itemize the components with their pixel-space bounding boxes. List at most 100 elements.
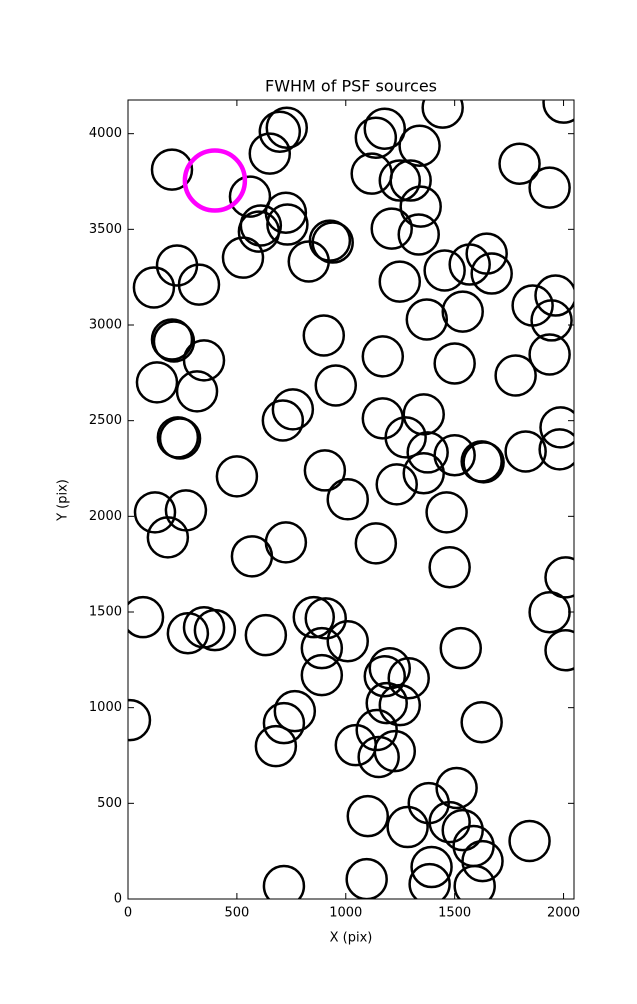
source-circle: [182, 148, 248, 213]
source-circle: [300, 653, 344, 697]
y-tick-label: 1500: [89, 605, 122, 620]
source-circle: [402, 452, 445, 495]
y-tick-label: 4000: [89, 126, 122, 141]
source-circle: [528, 590, 571, 634]
source-circle: [292, 595, 336, 639]
source-circle: [423, 249, 466, 292]
source-circle: [128, 698, 152, 742]
source-circle: [311, 221, 354, 264]
y-tick-label: 2000: [89, 509, 122, 524]
source-circle: [534, 274, 574, 317]
source-circle: [182, 339, 226, 382]
source-circle: [386, 805, 429, 849]
source-circle: [530, 299, 573, 342]
x-axis-label: X (pix): [330, 931, 373, 946]
source-circle: [508, 819, 551, 863]
y-tick-label: 2500: [89, 413, 122, 428]
source-circle: [378, 683, 422, 727]
source-circle: [326, 478, 369, 521]
source-circle: [363, 655, 407, 698]
source-circle: [397, 213, 440, 256]
source-circle: [544, 556, 574, 599]
x-tick-label: 1000: [329, 906, 362, 921]
source-circle: [164, 489, 208, 532]
source-circle: [230, 535, 274, 578]
source-circle: [175, 370, 219, 413]
source-circle: [378, 260, 422, 303]
source-circle: [504, 430, 547, 473]
x-tick-label: 500: [224, 906, 249, 921]
source-circle: [361, 335, 405, 378]
source-circle: [528, 333, 571, 376]
y-tick-label: 500: [97, 796, 122, 811]
x-tick-label: 0: [124, 906, 132, 921]
source-circle: [128, 595, 165, 639]
source-circle: [254, 724, 298, 768]
source-circle: [271, 388, 315, 431]
source-circle: [262, 701, 306, 745]
source-circle: [146, 516, 190, 559]
source-circle: [498, 142, 541, 185]
y-tick-label: 0: [114, 892, 122, 907]
source-circle: [470, 252, 513, 295]
source-circle: [287, 240, 331, 283]
source-circle: [399, 185, 442, 228]
source-circle: [448, 243, 491, 286]
source-circle: [428, 800, 471, 844]
source-circle: [177, 263, 221, 306]
y-tick-label: 3000: [89, 318, 122, 333]
source-circle: [265, 106, 309, 149]
source-circle: [405, 298, 449, 341]
source-circle: [150, 148, 194, 191]
source-circle: [345, 857, 388, 899]
source-circle: [135, 361, 179, 404]
source-circle: [425, 491, 468, 534]
source-circle: [378, 159, 422, 202]
source-circle: [494, 354, 537, 397]
source-circle: [462, 441, 505, 484]
source-circle: [441, 290, 484, 333]
source-circle: [303, 449, 347, 492]
source-circle: [402, 393, 445, 436]
source-circle: [346, 794, 390, 838]
source-circle: [365, 681, 408, 725]
source-circle: [387, 656, 430, 700]
source-circle: [460, 700, 503, 744]
source-circle: [421, 100, 464, 129]
source-circle: [441, 808, 484, 852]
source-circle: [354, 522, 398, 565]
source-circle: [354, 116, 398, 159]
source-circle: [439, 626, 483, 670]
source-circle: [544, 629, 574, 672]
source-circle: [244, 613, 288, 657]
source-circle: [539, 406, 574, 449]
source-circle: [370, 207, 413, 250]
source-circle: [248, 132, 292, 175]
source-circle: [261, 399, 305, 442]
plot-marks: [128, 100, 574, 899]
source-circle: [433, 434, 476, 477]
source-circle: [398, 124, 441, 167]
source-circle: [389, 159, 432, 202]
source-circle: [528, 166, 571, 209]
source-circle: [300, 626, 344, 670]
source-circle: [408, 862, 451, 899]
source-circle: [266, 203, 309, 246]
source-circle: [215, 455, 259, 498]
x-tick-label: 1500: [438, 906, 471, 921]
source-circle: [357, 735, 400, 779]
source-circle: [132, 266, 176, 309]
source-circle: [453, 864, 496, 899]
source-circle: [435, 766, 478, 810]
source-circle: [158, 417, 202, 460]
source-circle: [384, 416, 427, 459]
source-circle: [410, 845, 453, 889]
source-circle: [373, 729, 417, 773]
y-tick-label: 1000: [89, 700, 122, 715]
source-circle: [375, 463, 418, 506]
source-circle: [363, 107, 407, 150]
source-circle: [262, 864, 306, 899]
y-tick-label: 3500: [89, 222, 122, 237]
source-circle: [314, 364, 358, 407]
source-circle: [237, 210, 281, 253]
